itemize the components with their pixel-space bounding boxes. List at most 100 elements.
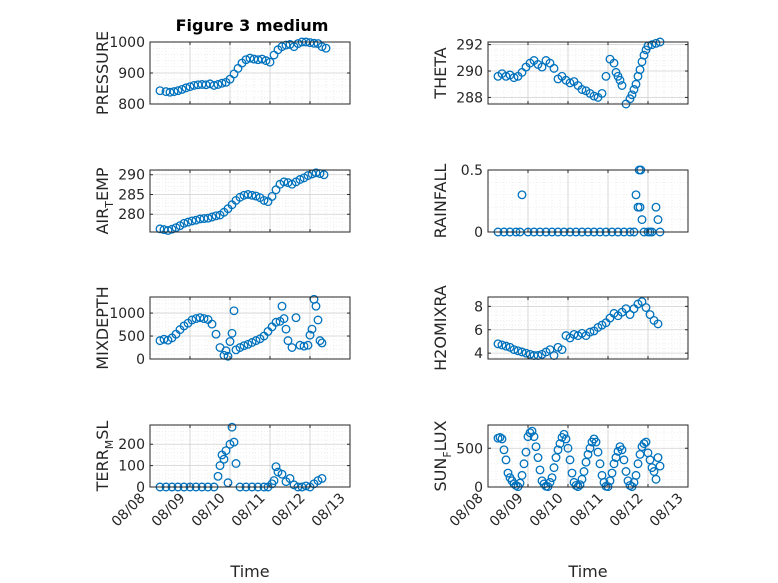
data-point — [579, 467, 589, 476]
data-point — [497, 340, 507, 350]
data-point — [179, 218, 189, 228]
data-point — [575, 480, 585, 490]
data-point — [517, 347, 527, 357]
data-point — [317, 473, 327, 483]
panel-theta: 288 290 292 THETA — [431, 37, 689, 109]
data-point — [585, 327, 595, 337]
data-point — [635, 65, 645, 75]
data-point — [213, 80, 223, 89]
data-point — [299, 341, 309, 351]
series-h2omixra — [493, 297, 663, 360]
data-point — [243, 339, 253, 349]
axes-box — [149, 424, 351, 488]
data-point — [277, 42, 287, 52]
data-point — [229, 437, 239, 447]
data-point — [553, 445, 563, 455]
panel-h2omixra: 4 6 8 H2OMIXRA — [431, 285, 689, 371]
y-tick-label: 0 — [474, 225, 483, 241]
data-point — [611, 453, 621, 462]
y-tick-label: 292 — [456, 38, 483, 54]
y-tick-label: 0.5 — [461, 163, 483, 179]
data-point — [283, 336, 293, 346]
x-tick-label: 08/12 — [607, 490, 647, 530]
data-point — [181, 83, 191, 93]
data-point — [549, 463, 559, 473]
data-point — [187, 315, 197, 325]
data-point — [633, 459, 643, 469]
series-sun_flux — [493, 426, 665, 492]
data-point — [637, 297, 647, 307]
y-tick-label: 280 — [118, 207, 145, 223]
data-point — [537, 62, 547, 72]
data-point — [245, 53, 255, 63]
data-point — [211, 329, 221, 339]
data-point — [279, 177, 289, 187]
data-point — [313, 315, 323, 325]
data-point — [549, 63, 559, 73]
data-point — [211, 211, 221, 221]
data-point — [217, 78, 227, 88]
data-point — [565, 78, 575, 88]
data-point — [303, 171, 313, 180]
data-point — [315, 336, 325, 346]
data-point — [521, 447, 531, 457]
data-point — [227, 328, 237, 338]
data-point — [651, 38, 661, 48]
y-tick-label: 290 — [456, 64, 483, 80]
data-point — [287, 343, 297, 352]
y-tick-label: 800 — [118, 97, 145, 113]
data-point — [235, 343, 245, 352]
data-point — [221, 346, 231, 356]
x-tick-label: 08/08 — [109, 490, 149, 530]
axes-box — [487, 41, 689, 105]
data-point — [265, 57, 275, 67]
y-axis-label: SUNFLUX — [431, 420, 454, 491]
data-point — [251, 191, 261, 201]
data-point — [585, 443, 595, 453]
data-point — [653, 319, 663, 329]
x-tick-label: 08/12 — [269, 490, 309, 530]
data-point — [183, 217, 193, 227]
data-point — [155, 86, 165, 96]
data-point — [535, 465, 545, 475]
data-point — [303, 340, 313, 350]
data-point — [517, 190, 527, 200]
data-point — [555, 439, 565, 449]
data-point — [593, 447, 603, 457]
data-point — [641, 437, 651, 447]
axes-box — [487, 424, 689, 488]
data-point — [639, 439, 649, 449]
data-point — [279, 314, 289, 324]
y-axis-label: TERRMSL — [93, 421, 116, 493]
y-axis-label: MIXDEPTH — [93, 286, 112, 369]
data-point — [631, 190, 641, 200]
y-tick-label: 0 — [474, 480, 483, 496]
series-air_temp — [155, 168, 329, 235]
data-point — [191, 215, 201, 225]
x-axis-label: Time — [567, 562, 607, 581]
data-point — [521, 348, 531, 358]
data-point — [257, 54, 267, 64]
y-tick-label: 1000 — [109, 306, 145, 322]
axes-box — [149, 296, 351, 360]
data-point — [231, 459, 241, 468]
data-point — [615, 75, 625, 85]
data-point — [311, 168, 321, 178]
data-point — [187, 216, 197, 226]
data-point — [545, 477, 555, 487]
data-point — [653, 453, 663, 462]
data-point — [577, 85, 587, 94]
data-point — [591, 437, 601, 447]
data-point — [531, 442, 541, 452]
data-point — [527, 426, 537, 436]
data-point — [195, 313, 205, 323]
data-point — [645, 310, 655, 319]
data-point — [221, 446, 231, 456]
data-point — [497, 434, 507, 444]
data-point — [169, 87, 179, 97]
data-point — [517, 470, 527, 480]
x-tick-label: 08/11 — [567, 490, 607, 530]
data-point — [493, 339, 503, 349]
